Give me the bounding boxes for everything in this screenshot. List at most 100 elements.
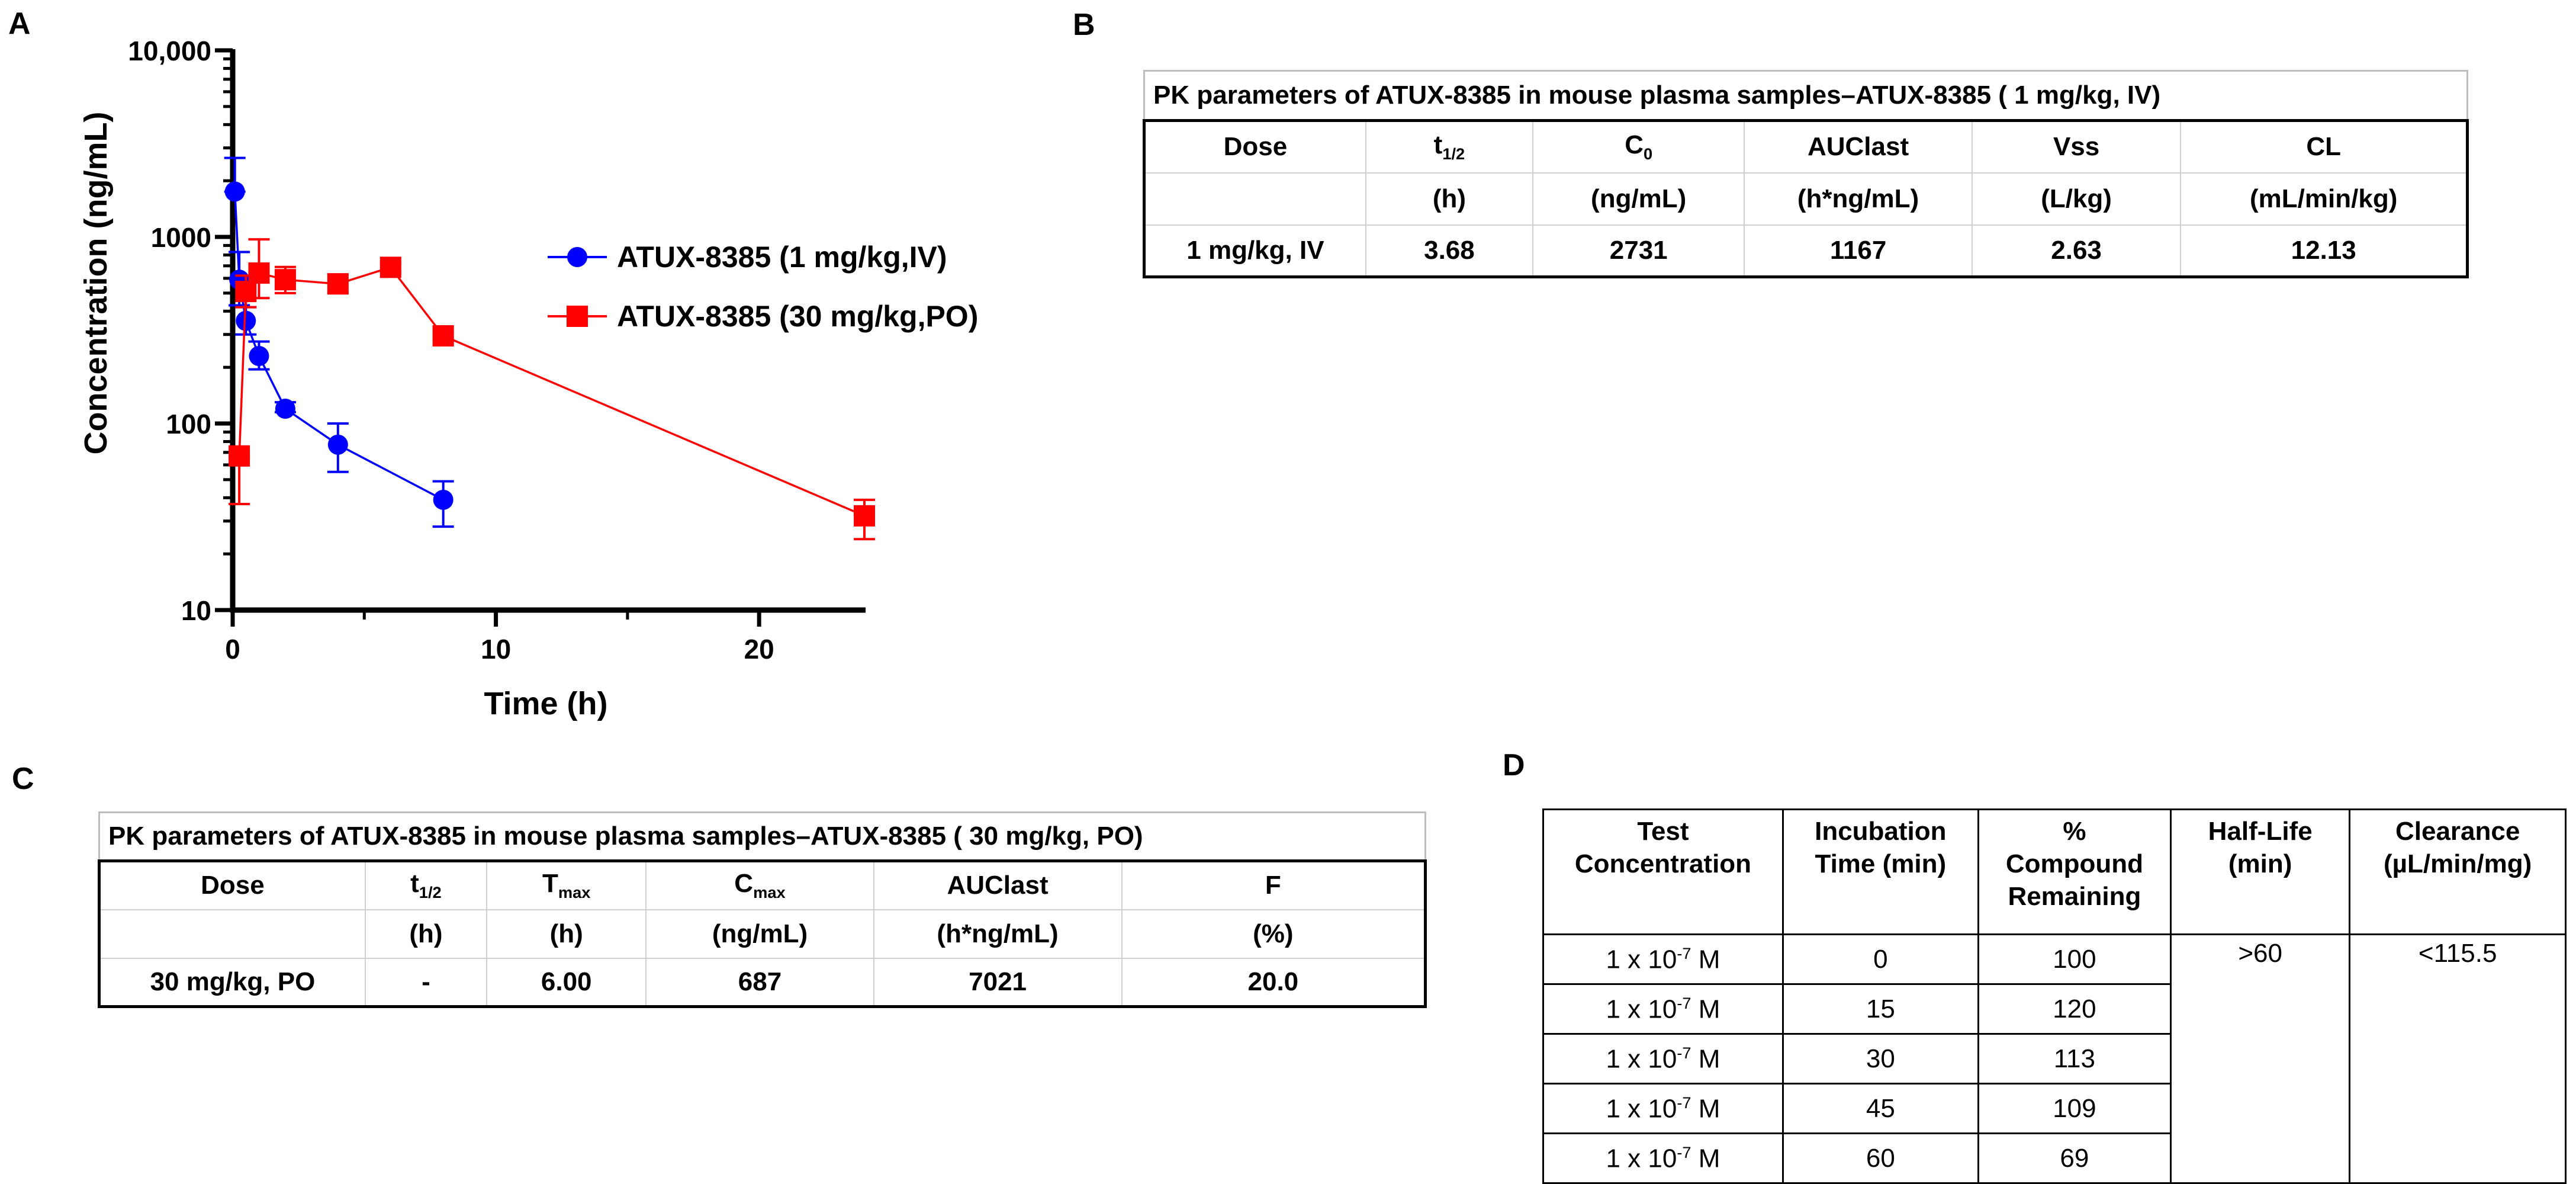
table-row: 1 x 10-7 M 30 113 — [1542, 1033, 2566, 1084]
value-cell: 6.00 — [485, 957, 647, 1008]
data-point — [274, 269, 296, 291]
value-cell: 12.13 — [2180, 224, 2469, 278]
data-point — [433, 489, 454, 510]
concentration-cell: 1 x 10-7 M — [1542, 933, 1784, 985]
header-main: t — [410, 869, 419, 899]
header-cell: Half-Life (min) — [2170, 808, 2351, 935]
header-cell: Incubation Time (min) — [1781, 808, 1979, 935]
x-tick-label: 10 — [481, 634, 511, 665]
legend-item-2: ATUX-8385 (30 mg/kg,PO) — [548, 300, 978, 333]
concentration-cell: 1 x 10-7 M — [1542, 1033, 1784, 1084]
unit-cell: (h*ng/mL) — [1744, 172, 1972, 225]
remaining-cell: 113 — [1977, 1033, 2172, 1084]
data-point — [236, 310, 256, 331]
data-point — [229, 445, 250, 467]
pk-table-po: PK parameters of ATUX-8385 in mouse plas… — [97, 811, 1427, 1008]
conc-exponent: -7 — [1677, 944, 1691, 962]
table-row: 1 x 10-7 M 45 109 — [1542, 1083, 2566, 1134]
remaining-cell: 120 — [1977, 983, 2172, 1035]
panel-label-a: A — [8, 7, 31, 41]
value-cell: 1167 — [1744, 224, 1972, 278]
conc-exponent: -7 — [1677, 993, 1691, 1012]
y-tick-label: 100 — [166, 409, 211, 439]
y-tick-label: 1000 — [151, 222, 211, 253]
header-cell: Clearance (µL/min/mg) — [2349, 808, 2567, 935]
conc-base: 1 x 10 — [1606, 1044, 1677, 1074]
legend-marker — [567, 247, 587, 267]
data-point — [275, 399, 295, 419]
conc-exponent: -7 — [1677, 1093, 1691, 1112]
value-cell: 7021 — [873, 957, 1122, 1008]
header-cell: Tmax — [485, 859, 647, 910]
remaining-cell: 109 — [1977, 1083, 2172, 1134]
metabolic-stability-table: Test Concentration Incubation Time (min)% Co… — [1542, 808, 2567, 1184]
x-axis-label: Time (h) — [484, 686, 607, 721]
header-line: Test — [1637, 817, 1689, 846]
data-point — [248, 262, 270, 284]
time-cell: 15 — [1781, 983, 1979, 1035]
conc-unit: M — [1691, 994, 1720, 1024]
header-main: Vss — [2053, 132, 2100, 162]
concentration-cell: 1 x 10-7 M — [1542, 1083, 1784, 1134]
header-cell: t1/2 — [364, 859, 487, 910]
unit-cell: (%) — [1121, 909, 1427, 958]
conc-exponent: -7 — [1677, 1043, 1691, 1062]
header-main: T — [542, 869, 558, 899]
time-cell: 0 — [1781, 933, 1979, 985]
legend-label: ATUX-8385 (1 mg/kg,IV) — [617, 240, 947, 274]
data-point — [235, 281, 257, 303]
header-line: Remaining — [2008, 882, 2141, 911]
header-main: Dose — [201, 871, 265, 900]
data-point — [249, 346, 269, 367]
header-cell: Vss — [1971, 119, 2181, 173]
unit-cell: (h) — [485, 909, 647, 958]
table-row: 1 x 10-7 M 0 100 >60 <115.5 — [1542, 933, 2567, 1184]
header-main: C — [734, 869, 754, 899]
chart-series-layer — [224, 156, 875, 541]
data-point — [327, 434, 348, 455]
header-cell: % Compound Remaining — [1977, 808, 2172, 935]
value-cell: 2.63 — [1971, 224, 2181, 278]
unit-cell: (h) — [364, 909, 487, 958]
unit-cell: (ng/mL) — [645, 909, 874, 958]
data-point — [432, 325, 454, 347]
header-line: % — [2063, 817, 2086, 846]
concentration-cell: 1 x 10-7 M — [1542, 1132, 1784, 1184]
remaining-cell: 69 — [1977, 1132, 2172, 1184]
unit-cell — [97, 909, 365, 958]
header-cell: F — [1121, 859, 1427, 910]
header-main: t — [1433, 130, 1443, 160]
conc-base: 1 x 10 — [1606, 994, 1677, 1024]
header-cell: AUClast — [873, 859, 1122, 910]
unit-cell: (h) — [1365, 172, 1533, 225]
remaining-cell: 100 — [1977, 933, 2172, 985]
concentration-cell: 1 x 10-7 M — [1542, 983, 1784, 1035]
header-line: (min) — [2228, 849, 2292, 878]
header-line: Time (min) — [1815, 849, 1947, 878]
header-subscript: max — [753, 883, 786, 902]
panel-label-d: D — [1503, 748, 1525, 782]
x-tick-label: 0 — [225, 634, 240, 665]
header-cell: Dose — [97, 859, 365, 910]
header-main: Dose — [1223, 132, 1288, 162]
header-main: AUClast — [1807, 132, 1909, 162]
conc-base: 1 x 10 — [1606, 1094, 1677, 1124]
header-cell: CL — [2180, 119, 2469, 173]
value-cell: 2731 — [1532, 224, 1745, 278]
conc-unit: M — [1691, 1044, 1720, 1074]
conc-exponent: -7 — [1677, 1143, 1691, 1161]
unit-cell: (mL/min/kg) — [2180, 172, 2469, 225]
unit-cell — [1142, 172, 1366, 225]
legend-marker — [567, 306, 588, 327]
time-cell: 30 — [1781, 1033, 1979, 1084]
legend-item-1: ATUX-8385 (1 mg/kg,IV) — [548, 240, 947, 274]
header-main: C — [1625, 130, 1644, 160]
data-point — [854, 505, 875, 527]
unit-cell: (ng/mL) — [1532, 172, 1745, 225]
table-row: 1 x 10-7 M 15 120 — [1542, 983, 2566, 1035]
header-line: (µL/min/mg) — [2384, 849, 2532, 878]
header-cell: C0 — [1532, 119, 1745, 173]
table-b-caption: PK parameters of ATUX-8385 in mouse plas… — [1143, 70, 2468, 121]
table-c-caption: PK parameters of ATUX-8385 in mouse plas… — [98, 811, 1426, 862]
data-point — [327, 273, 349, 295]
